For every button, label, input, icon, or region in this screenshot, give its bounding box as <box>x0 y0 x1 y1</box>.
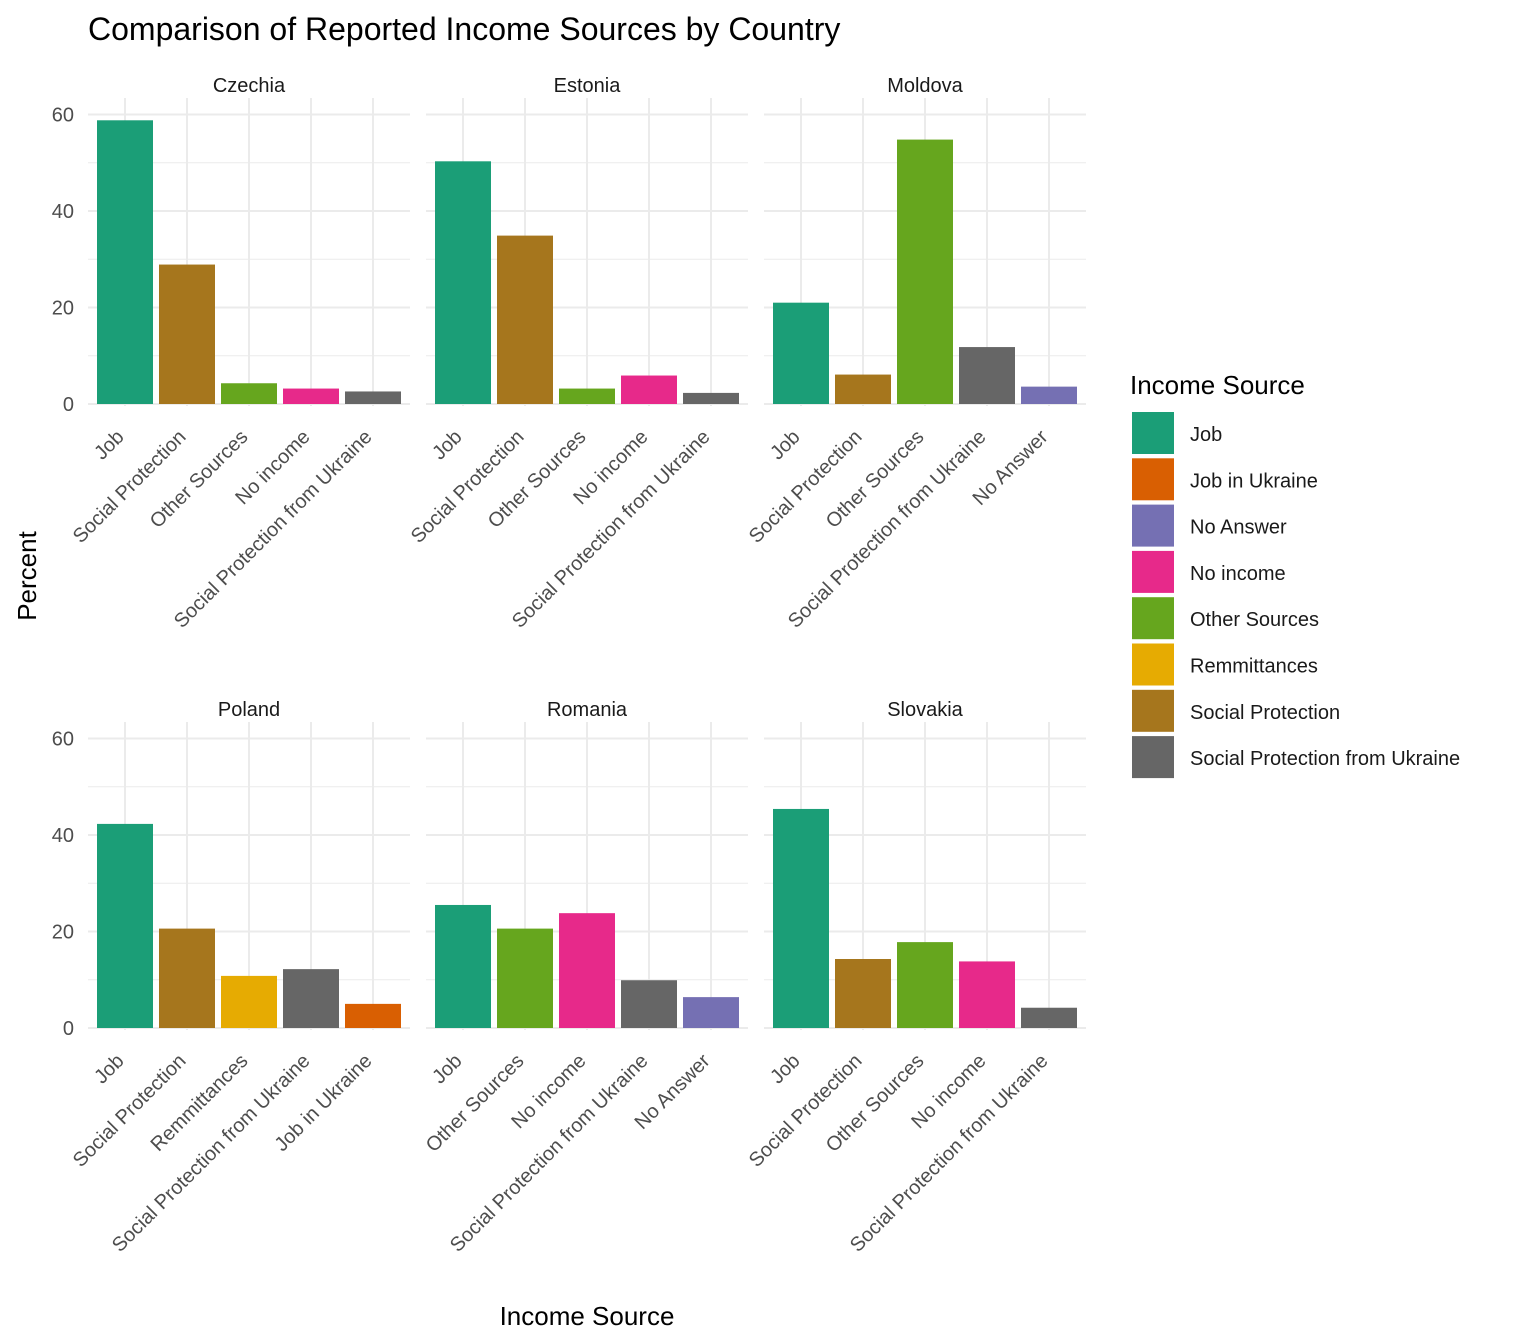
legend-item-social-protection: Social Protection <box>1132 689 1340 732</box>
x-tick-label: Job <box>90 1050 128 1088</box>
legend-label: Social Protection <box>1190 702 1340 724</box>
bar-job <box>97 823 153 1028</box>
x-tick-label: Job <box>766 1050 804 1088</box>
bar-other-sources <box>897 942 953 1028</box>
chart-title: Comparison of Reported Income Sources by… <box>88 11 840 47</box>
bar-social-protection <box>835 374 891 404</box>
legend: Income Source Job Job in Ukraine No Answer… <box>1130 370 1460 779</box>
panel-title: Poland <box>218 699 280 721</box>
legend-swatch <box>1132 458 1174 501</box>
bar-job <box>97 120 153 404</box>
y-tick-label: 0 <box>63 1018 74 1040</box>
bar-social-protection-from-ukraine <box>621 980 677 1028</box>
legend-swatch <box>1132 412 1174 454</box>
legend-item-other-sources: Other Sources <box>1132 597 1319 640</box>
legend-item-job-in-ukraine: Job in Ukraine <box>1132 458 1318 501</box>
y-tick-label: 40 <box>52 825 74 847</box>
panel-title: Slovakia <box>887 699 963 721</box>
y-tick-label: 20 <box>52 922 74 944</box>
legend-swatch <box>1132 597 1174 640</box>
bar-other-sources <box>221 383 277 404</box>
y-axis-title: Percent <box>12 530 42 620</box>
panel-title: Estonia <box>554 75 622 97</box>
bar-other-sources <box>559 388 615 404</box>
bar-social-protection <box>159 928 215 1028</box>
legend-swatch <box>1132 550 1174 593</box>
bar-other-sources <box>897 139 953 404</box>
x-tick-label: Job <box>428 1050 466 1088</box>
legend-swatch <box>1132 643 1174 686</box>
legend-label: No Answer <box>1190 517 1287 539</box>
bar-job <box>773 302 829 404</box>
y-tick-label: 40 <box>52 201 74 223</box>
x-tick-label: Job <box>428 426 466 464</box>
bar-social-protection-from-ukraine <box>959 347 1015 404</box>
bar-no-income <box>959 961 1015 1028</box>
legend-item-remmittances: Remmittances <box>1132 643 1318 686</box>
legend-label: Social Protection from Ukraine <box>1190 748 1460 770</box>
x-tick-label: Social Protection <box>745 426 867 548</box>
x-tick-label: Job <box>766 426 804 464</box>
x-tick-label: Job <box>90 426 128 464</box>
legend-label: Job <box>1190 424 1222 446</box>
bar-social-protection-from-ukraine <box>683 392 739 404</box>
panel-title: Moldova <box>887 75 963 97</box>
bar-remmittances <box>221 975 277 1028</box>
legend-swatch <box>1132 689 1174 732</box>
x-tick-label: Social Protection <box>407 426 529 548</box>
bar-social-protection <box>159 264 215 404</box>
legend-label: Other Sources <box>1190 609 1319 631</box>
bar-job-in-ukraine <box>345 1003 401 1028</box>
bar-social-protection-from-ukraine <box>283 969 339 1028</box>
panel-title: Czechia <box>213 75 286 97</box>
x-tick-label: Social Protection <box>745 1050 867 1172</box>
panel-title: Romania <box>547 699 628 721</box>
legend-item-no-answer: No Answer <box>1132 504 1287 547</box>
legend-item-social-protection-from-ukraine: Social Protection from Ukraine <box>1132 736 1460 779</box>
bar-other-sources <box>497 928 553 1028</box>
bar-no-income <box>283 388 339 404</box>
bar-job <box>435 904 491 1028</box>
y-tick-label: 60 <box>52 105 74 127</box>
x-axis-title: Income Source <box>500 1301 675 1331</box>
legend-item-no-income: No income <box>1132 550 1286 593</box>
bar-social-protection-from-ukraine <box>345 391 401 404</box>
bar-no-answer <box>683 997 739 1028</box>
legend-item-job: Job <box>1132 412 1222 454</box>
legend-label: Job in Ukraine <box>1190 470 1318 492</box>
bar-no-income <box>559 913 615 1028</box>
bar-job <box>773 808 829 1028</box>
bar-social-protection <box>835 959 891 1028</box>
y-tick-label: 0 <box>63 394 74 416</box>
y-tick-label: 60 <box>52 729 74 751</box>
bar-social-protection <box>497 235 553 404</box>
legend-title: Income Source <box>1130 370 1305 400</box>
bar-no-answer <box>1021 386 1077 404</box>
y-tick-label: 20 <box>52 298 74 320</box>
bar-job <box>435 161 491 404</box>
legend-swatch <box>1132 504 1174 547</box>
bar-no-income <box>621 375 677 404</box>
legend-label: No income <box>1190 563 1286 585</box>
bar-social-protection-from-ukraine <box>1021 1007 1077 1028</box>
x-tick-label: Social Protection <box>69 1050 191 1172</box>
legend-swatch <box>1132 736 1174 779</box>
x-tick-label: Social Protection <box>69 426 191 548</box>
legend-label: Remmittances <box>1190 656 1318 678</box>
